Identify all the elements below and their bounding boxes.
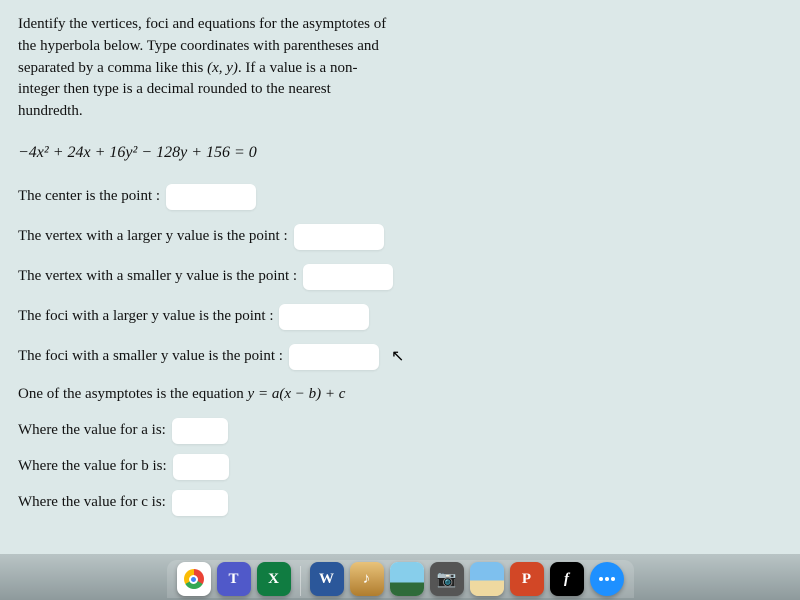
c-row: Where the value for c is: (18, 490, 782, 516)
intro-line2: the hyperbola below. Type coordinates wi… (18, 38, 379, 54)
chrome-icon[interactable] (177, 562, 211, 596)
photobooth-icon[interactable]: 📷 (430, 562, 464, 596)
foci-larger-row: The foci with a larger y value is the po… (18, 304, 782, 330)
excel-label: X (268, 571, 279, 588)
equation: −4x² + 24x + 16y² − 128y + 156 = 0 (18, 141, 782, 164)
word-icon[interactable]: W (310, 562, 344, 596)
teams-icon[interactable]: T (217, 562, 251, 596)
intro-line5: hundredth. (18, 103, 83, 119)
b-input[interactable] (173, 454, 229, 480)
center-label: The center is the point : (18, 186, 160, 208)
teams-label: T (228, 571, 238, 588)
asymptote-formula: y = a(x − b) + c (248, 386, 346, 402)
f-label: f (564, 571, 569, 588)
photos-icon[interactable] (390, 562, 424, 596)
a-input[interactable] (172, 418, 228, 444)
vertex-larger-row: The vertex with a larger y value is the … (18, 224, 782, 250)
intro-line1: Identify the vertices, foci and equation… (18, 16, 386, 32)
ppt-label: P (522, 571, 531, 588)
foci-smaller-label: The foci with a smaller y value is the p… (18, 346, 283, 368)
vertex-smaller-input[interactable] (303, 264, 393, 290)
dock-inner: T X W ♪ 📷 P f (167, 560, 634, 598)
wallpaper-icon[interactable] (470, 562, 504, 596)
equation-text: −4x² + 24x + 16y² − 128y + 156 = 0 (18, 144, 257, 161)
camera-label: 📷 (437, 569, 457, 589)
dock-separator (300, 566, 301, 596)
excel-icon[interactable]: X (257, 562, 291, 596)
instructions: Identify the vertices, foci and equation… (18, 14, 782, 123)
vertex-larger-input[interactable] (294, 224, 384, 250)
intro-line4: integer then type is a decimal rounded t… (18, 81, 331, 97)
asymptote-line: One of the asymptotes is the equation y … (18, 384, 782, 406)
foci-smaller-input[interactable] (289, 344, 379, 370)
vertex-smaller-label: The vertex with a smaller y value is the… (18, 266, 297, 288)
coord-example: (x, y) (207, 60, 238, 76)
vertex-larger-label: The vertex with a larger y value is the … (18, 226, 288, 248)
b-label: Where the value for b is: (18, 456, 167, 478)
foci-larger-input[interactable] (279, 304, 369, 330)
foci-larger-label: The foci with a larger y value is the po… (18, 306, 273, 328)
question-body: Identify the vertices, foci and equation… (0, 0, 800, 554)
guitar-label: ♪ (363, 571, 371, 588)
powerpoint-icon[interactable]: P (510, 562, 544, 596)
a-label: Where the value for a is: (18, 420, 166, 442)
vertex-smaller-row: The vertex with a smaller y value is the… (18, 264, 782, 290)
foci-smaller-row: The foci with a smaller y value is the p… (18, 344, 782, 370)
messages-icon[interactable] (590, 562, 624, 596)
c-label: Where the value for c is: (18, 492, 166, 514)
script-icon[interactable]: f (550, 562, 584, 596)
center-input[interactable] (166, 184, 256, 210)
asymptote-label: One of the asymptotes is the equation (18, 386, 248, 402)
c-input[interactable] (172, 490, 228, 516)
center-row: The center is the point : (18, 184, 782, 210)
macos-dock: T X W ♪ 📷 P f (0, 554, 800, 600)
intro-line3b: . If a value is a non- (238, 60, 358, 76)
intro-line3a: separated by a comma like this (18, 60, 207, 76)
word-label: W (319, 571, 334, 588)
a-row: Where the value for a is: (18, 418, 782, 444)
b-row: Where the value for b is: (18, 454, 782, 480)
garageband-icon[interactable]: ♪ (350, 562, 384, 596)
cursor-icon: ↖ (391, 345, 404, 368)
